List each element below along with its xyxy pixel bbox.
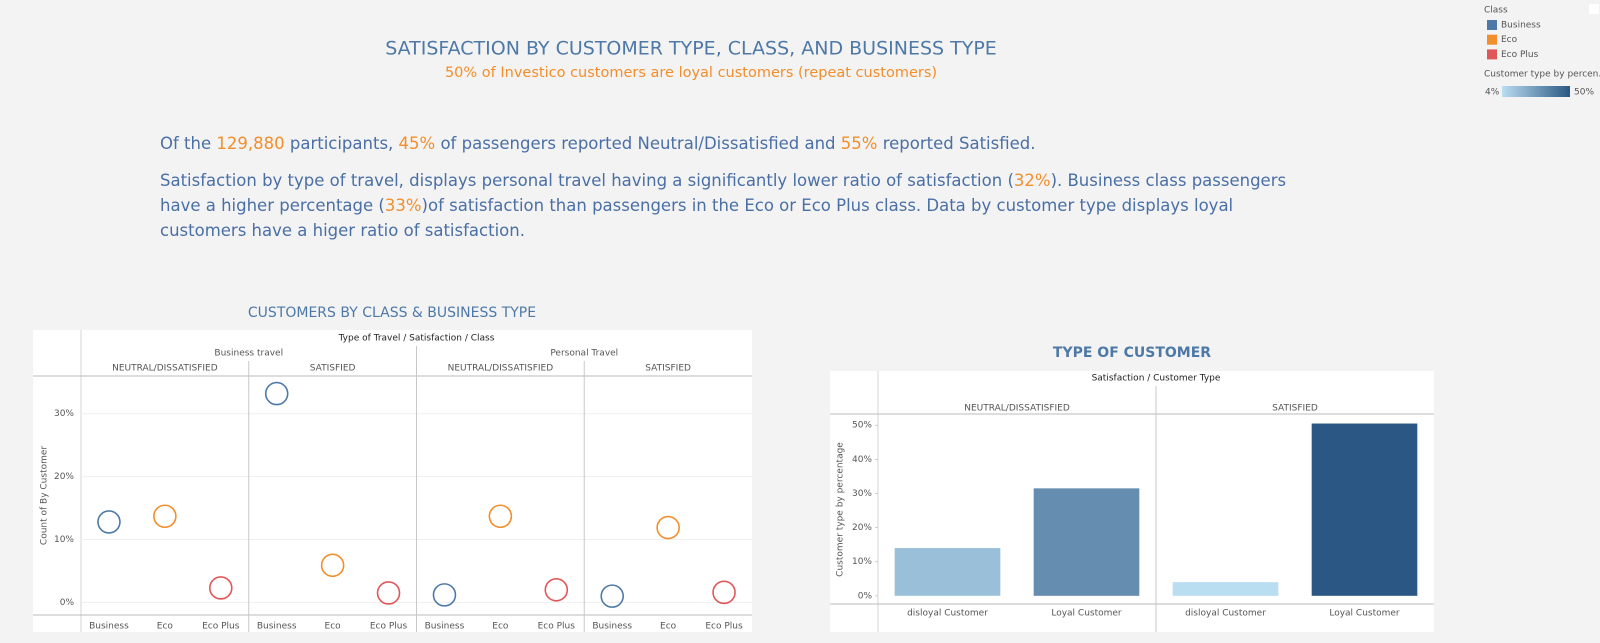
text-run: participants, <box>284 134 399 153</box>
x-tick-label: Eco Plus <box>370 622 408 632</box>
color-legend-min: 4% <box>1485 88 1500 98</box>
paragraph: Satisfaction by type of travel, displays… <box>160 168 1310 243</box>
dot <box>432 583 457 607</box>
y-tick-label: 30% <box>852 489 872 499</box>
chart-panel <box>33 330 752 632</box>
bar <box>1033 488 1140 596</box>
y-tick-label: 10% <box>54 535 74 545</box>
x-tick-label: Eco Plus <box>538 622 576 632</box>
highlight: 45% <box>398 134 436 153</box>
pane-label: NEUTRAL/DISSATISFIED <box>964 404 1070 414</box>
bar <box>894 548 1001 596</box>
y-tick-label: 10% <box>852 557 872 567</box>
dot <box>208 576 233 600</box>
bar <box>1172 582 1279 596</box>
color-legend-bar <box>1502 86 1570 97</box>
pane-label: NEUTRAL/DISSATISFIED <box>448 364 554 374</box>
x-tick-label: Eco <box>660 622 677 632</box>
text-run: of passengers reported Neutral/Dissatisf… <box>435 134 841 153</box>
x-tick-label: Eco Plus <box>202 622 240 632</box>
dot <box>656 515 680 540</box>
y-tick-label: 0% <box>858 591 873 601</box>
text-run: Of the <box>160 134 217 153</box>
x-tick-label: Loyal Customer <box>1051 609 1122 619</box>
legend-swatch <box>1487 34 1497 45</box>
text-run: )of satisfaction than passengers in the … <box>160 196 1234 240</box>
x-tick-label: Business <box>592 622 632 632</box>
legend-swatch <box>1487 20 1497 30</box>
pane-label: SATISFIED <box>310 364 356 374</box>
x-tick-label: Eco <box>157 622 174 632</box>
dashboard-title: SATISFACTION BY CUSTOMER TYPE, CLASS, AN… <box>385 38 997 60</box>
y-axis-label: Customer type by percentage <box>836 442 846 577</box>
dot <box>376 581 401 605</box>
chart-title: TYPE OF CUSTOMER <box>1053 345 1211 361</box>
pane-label: SATISFIED <box>1272 404 1318 414</box>
legend-title: Class <box>1484 6 1508 16</box>
y-tick-label: 30% <box>54 409 74 419</box>
x-tick-label: disloyal Customer <box>907 609 988 619</box>
legend-label: Business <box>1501 21 1541 31</box>
dot <box>320 553 345 578</box>
legend-label: Eco <box>1501 35 1518 45</box>
pane-label: NEUTRAL/DISSATISFIED <box>112 364 218 374</box>
dot <box>153 504 177 529</box>
x-tick-label: Eco Plus <box>705 622 743 632</box>
y-tick-label: 20% <box>852 523 872 533</box>
header-title: Type of Travel / Satisfaction / Class <box>338 334 495 344</box>
text-run: reported Satisfied. <box>877 134 1036 153</box>
text-run: Satisfaction by type of travel, displays… <box>160 171 1014 190</box>
dot <box>600 584 625 608</box>
x-tick-label: Eco <box>325 622 342 632</box>
y-axis-label: Count of By Customer <box>40 446 50 546</box>
highlight: 129,880 <box>216 134 285 153</box>
x-tick-label: Loyal Customer <box>1329 609 1400 619</box>
y-tick-label: 0% <box>60 598 75 608</box>
dashboard-subtitle: 50% of Investico customers are loyal cus… <box>445 65 937 81</box>
bar <box>1311 423 1418 596</box>
x-tick-label: Business <box>425 622 465 632</box>
header-title: Satisfaction / Customer Type <box>1092 374 1221 384</box>
x-tick-label: disloyal Customer <box>1185 609 1266 619</box>
corner-box <box>1589 4 1599 14</box>
highlight: 33% <box>384 196 422 215</box>
dot <box>488 504 513 529</box>
highlight: 32% <box>1013 171 1051 190</box>
y-tick-label: 50% <box>852 421 872 431</box>
dot <box>544 578 569 602</box>
color-legend-title: Customer type by percen... <box>1484 70 1600 80</box>
y-tick-label: 20% <box>54 472 74 482</box>
text-run: ). Business class passengers have a high… <box>160 171 1287 215</box>
legend-label: Eco Plus <box>1501 50 1539 60</box>
group-label: Personal Travel <box>550 349 618 359</box>
x-tick-label: Business <box>89 622 129 632</box>
dot <box>712 580 736 605</box>
x-tick-label: Business <box>257 622 297 632</box>
highlight: 55% <box>840 134 878 153</box>
dot <box>97 510 121 534</box>
y-tick-label: 40% <box>852 455 872 465</box>
chart-title: CUSTOMERS BY CLASS & BUSINESS TYPE <box>248 305 536 321</box>
dot <box>264 381 289 406</box>
color-legend-max: 50% <box>1574 88 1594 98</box>
paragraph: Of the 129,880 participants, 45% of pass… <box>160 131 1310 156</box>
legend-swatch <box>1487 49 1497 60</box>
narrative: Of the 129,880 participants, 45% of pass… <box>160 131 1310 255</box>
group-label: Business travel <box>214 349 283 359</box>
x-tick-label: Eco <box>492 622 509 632</box>
pane-label: SATISFIED <box>645 364 691 374</box>
